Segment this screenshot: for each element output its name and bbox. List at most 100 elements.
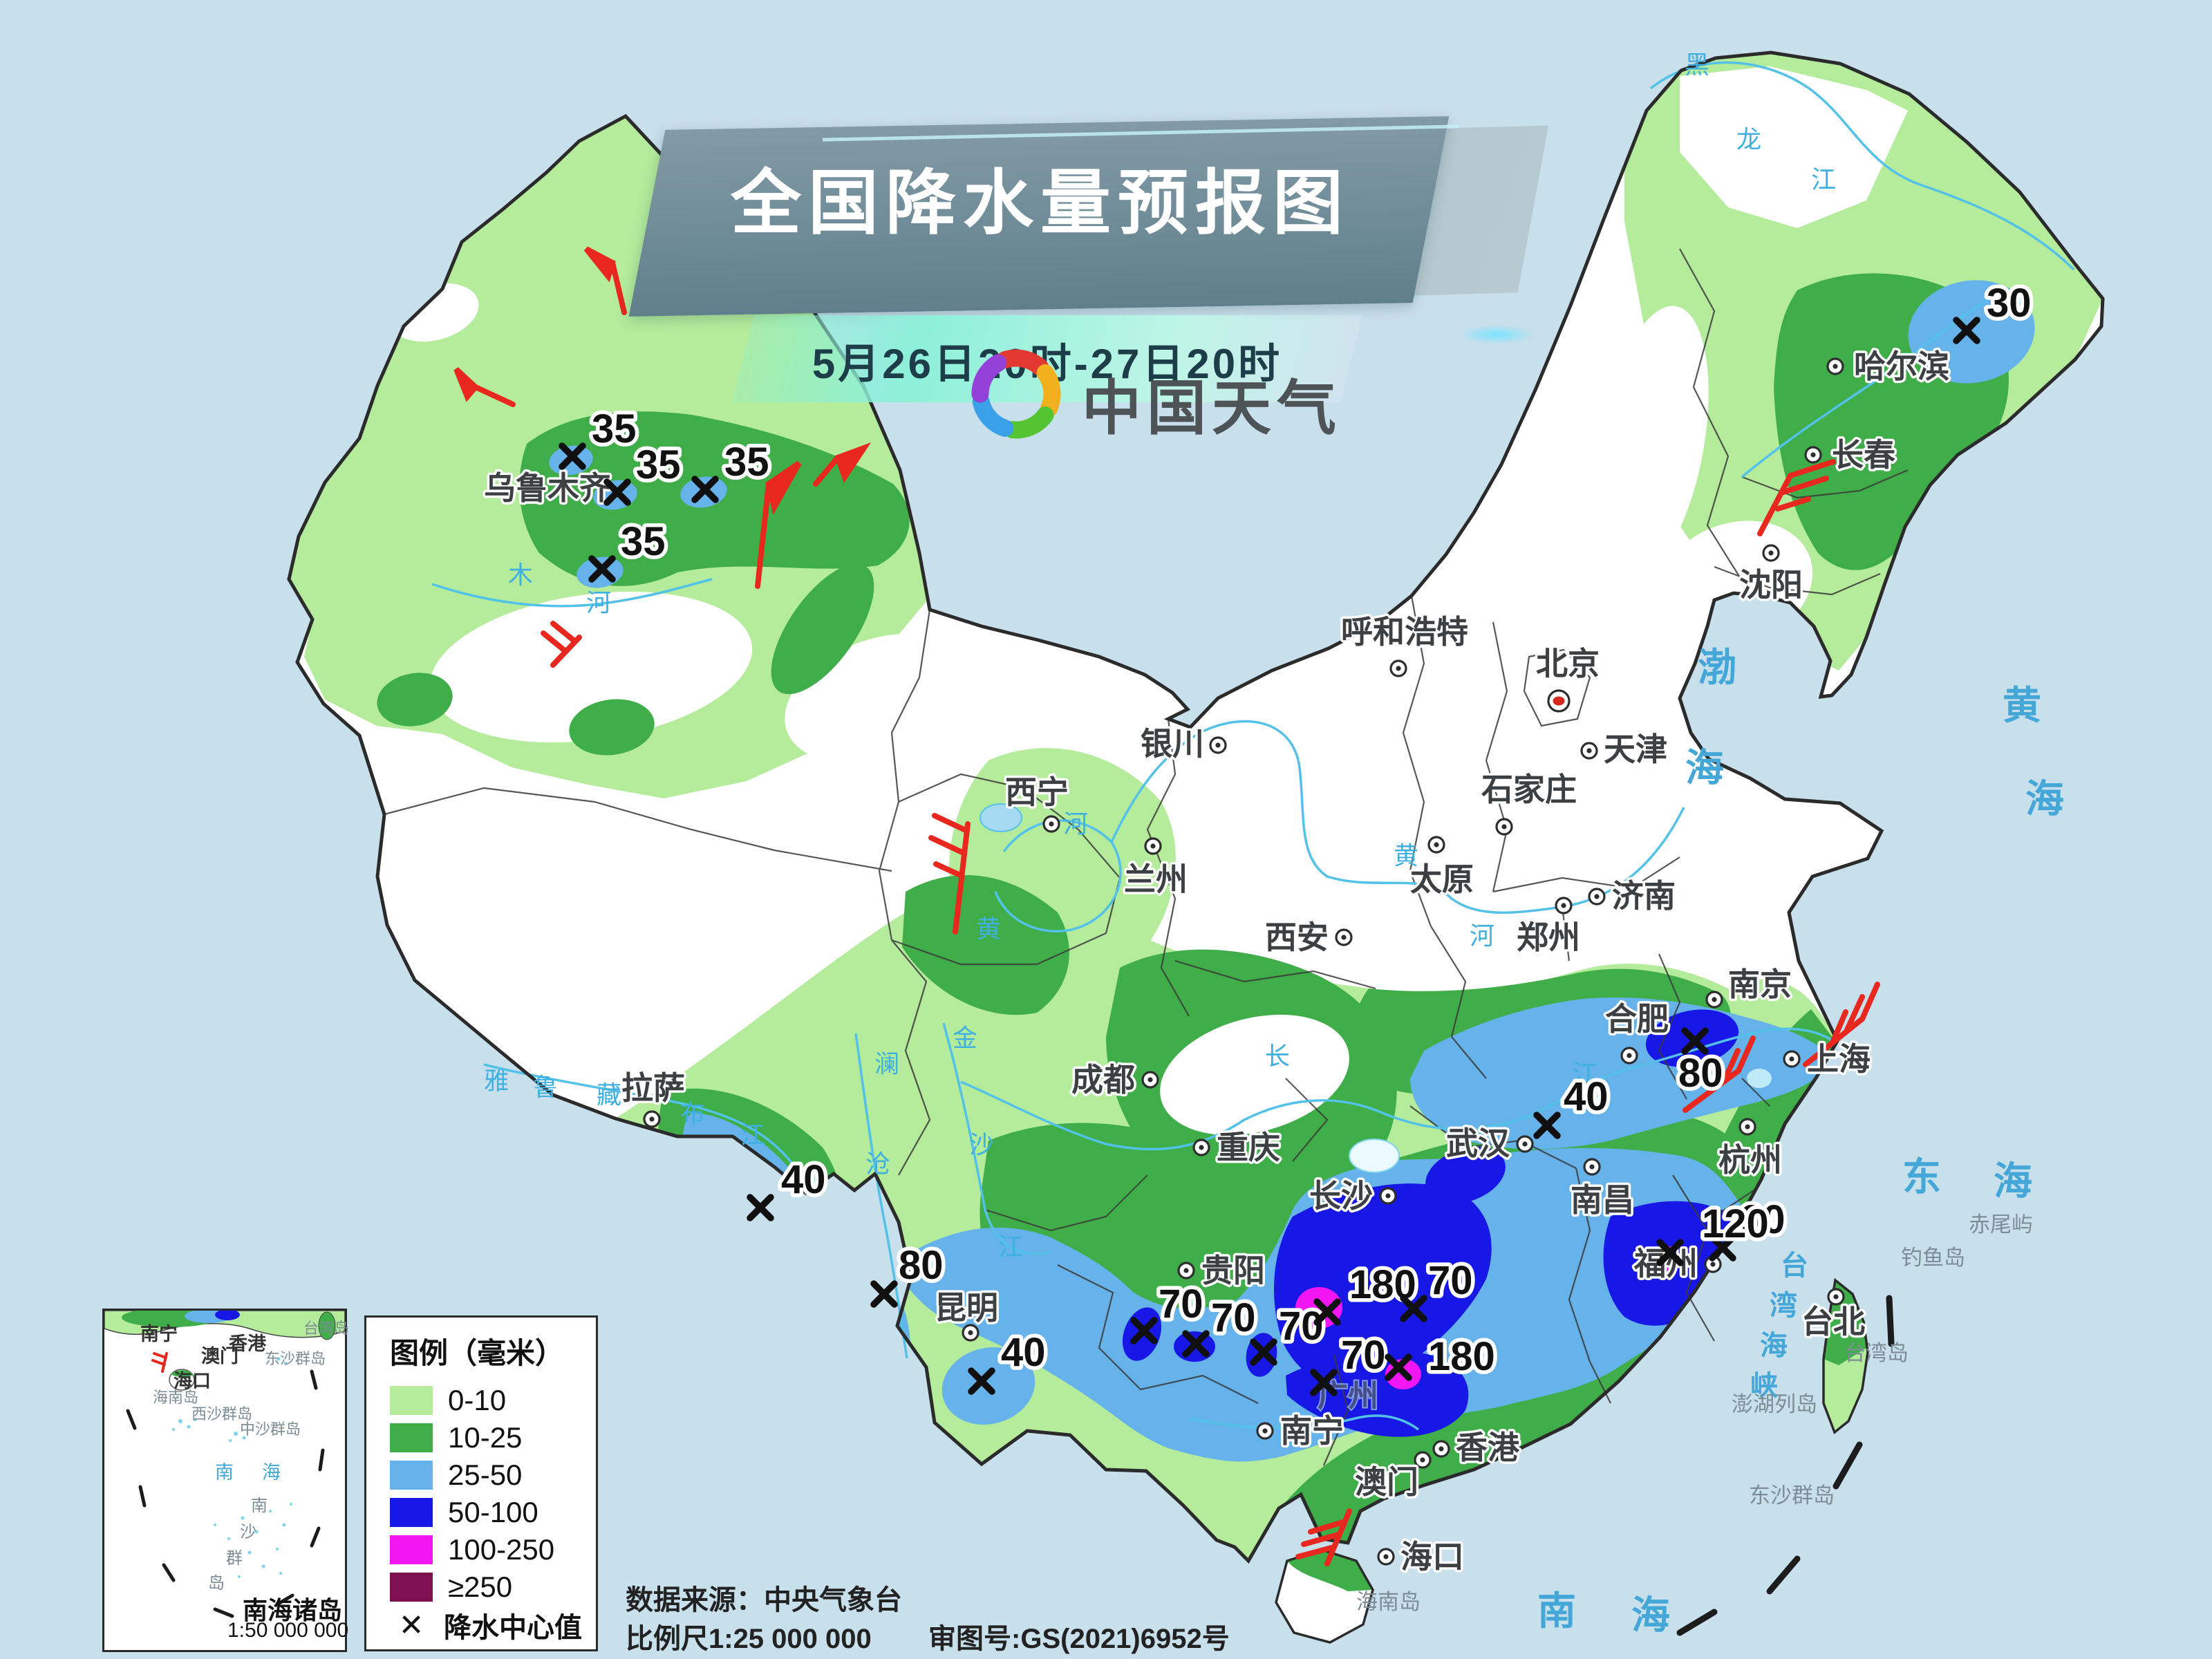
map-label: 澎湖列岛 — [1732, 1392, 1817, 1416]
map-label: 钓鱼岛 — [1901, 1246, 1965, 1270]
map-label: 河 — [1470, 921, 1494, 950]
city-北京: 北京 — [1534, 644, 1602, 713]
city-dot — [1789, 1056, 1794, 1062]
map-text-labels: 渤海黄海东 海南 海台湾海峡黑龙江黄河黄河长江雅鲁藏布江澜沧金沙江木河钓鱼岛赤尾屿澎… — [484, 50, 2064, 1637]
city-台北: 台北 — [1799, 1288, 1868, 1342]
city-贵阳: 贵阳 — [1177, 1250, 1268, 1291]
city-name: 呼和浩特 — [1341, 614, 1468, 650]
legend-range: ≥250 — [448, 1571, 513, 1603]
city-dot — [968, 1330, 973, 1335]
city-太原: 太原 — [1408, 836, 1477, 900]
city-name: 上海 — [1807, 1041, 1871, 1077]
city-name: 南京 — [1728, 966, 1792, 1002]
x-marker-icon — [559, 442, 586, 470]
precip-value: 90 — [1741, 1197, 1785, 1242]
city-济南: 济南 — [1588, 876, 1678, 917]
legend-range: 0-10 — [448, 1384, 507, 1416]
precip-value: 70 — [1428, 1258, 1473, 1303]
city-dot — [1810, 452, 1816, 458]
map-scale: 比例尺1:25 000 000 — [626, 1624, 872, 1654]
city-name: 长春 — [1832, 437, 1895, 473]
map-label: 峡 — [1750, 1371, 1778, 1401]
precip-value: 70 — [1159, 1282, 1203, 1327]
city-name: 长沙 — [1309, 1178, 1373, 1214]
page-title: 全国降水量预报图 — [731, 164, 1350, 243]
china-weather-logo-icon — [962, 340, 1070, 448]
city-name: 西安 — [1265, 919, 1329, 955]
city-南宁: 南宁 — [1256, 1411, 1347, 1452]
map-label: 东 — [1902, 1155, 1941, 1199]
precip-value: 35 — [636, 442, 681, 487]
map-label: 河 — [1063, 809, 1088, 838]
city-dot — [1341, 935, 1347, 940]
city-name: 济南 — [1612, 878, 1676, 914]
precip-center-35: 35 — [603, 439, 684, 506]
city-西安: 西安 — [1263, 917, 1353, 958]
map-label: 东沙群岛 — [1749, 1483, 1835, 1508]
city-香港: 香港 — [1432, 1427, 1523, 1468]
city-dot — [1383, 1554, 1389, 1559]
city-name: 昆明 — [935, 1290, 998, 1326]
legend-swatch — [390, 1461, 433, 1490]
precip-center-70: 70 — [1250, 1300, 1327, 1366]
legend-item: 0-10 — [390, 1382, 596, 1419]
precip-value: 80 — [899, 1243, 944, 1288]
city-dot — [1049, 821, 1054, 827]
inset-label: 海口 — [174, 1371, 211, 1391]
city-拉萨: 拉萨 — [619, 1068, 688, 1128]
city-dot — [1561, 903, 1566, 908]
city-name: 香港 — [1456, 1430, 1520, 1465]
legend-box: 图例（毫米） 0-10 10-25 25-50 50-100 100-250 ≥… — [364, 1315, 598, 1651]
city-dot — [1768, 550, 1774, 556]
inset-label: 西沙群岛 — [191, 1405, 253, 1423]
map-label: 江 — [740, 1121, 765, 1149]
city-dot — [1215, 742, 1221, 748]
city-name: 石家庄 — [1481, 771, 1577, 807]
map-label: 黄 — [1394, 841, 1418, 870]
x-marker-icon — [1385, 1353, 1412, 1381]
city-dot — [1434, 842, 1439, 847]
x-marker-icon — [1656, 1239, 1684, 1266]
map-scale-line: 比例尺1:25 000 000 审图号:GS(2021)6952号 — [626, 1616, 1230, 1656]
x-marker-icon — [603, 478, 631, 506]
legend-swatch — [390, 1498, 433, 1527]
map-label: 海 — [1685, 746, 1724, 789]
city-name: 天津 — [1604, 731, 1667, 767]
wind-barb-icon — [1295, 1508, 1352, 1566]
map-label: 海南岛 — [1356, 1590, 1421, 1614]
city-name: 沈阳 — [1739, 567, 1803, 603]
map-label: 海 — [2025, 777, 2064, 821]
map-label: 海 — [1760, 1331, 1788, 1361]
x-marker-icon — [1310, 1369, 1338, 1396]
x-marker-icon — [691, 476, 719, 503]
legend-range: 25-50 — [448, 1459, 523, 1491]
wind-barb-icon — [541, 621, 582, 668]
x-marker-icon — [968, 1367, 995, 1395]
precip-center-35: 35 — [588, 516, 669, 583]
inset-label: 南 — [251, 1497, 268, 1515]
precip-value: 35 — [592, 406, 637, 451]
city-武汉: 武汉 — [1444, 1123, 1534, 1164]
x-marker-icon — [1250, 1338, 1277, 1366]
precip-center-35: 35 — [691, 436, 773, 503]
city-name: 乌鲁木齐 — [484, 470, 611, 506]
x-marker-icon — [1953, 317, 1980, 344]
wind-barb-icon — [453, 367, 516, 407]
south-china-sea-inset: 南海诸岛 1:50 000 000 南宁 香港 澳门 台湾岛 东沙群岛 海口 海南岛 西沙群岛… — [102, 1309, 349, 1652]
city-name: 海口 — [1400, 1539, 1464, 1575]
precip-center-80: 80 — [1675, 1027, 1727, 1100]
city-dot — [1586, 748, 1592, 753]
inset-label: 中沙群岛 — [240, 1421, 301, 1438]
precip-value: 40 — [1001, 1330, 1046, 1375]
precip-value: 35 — [724, 440, 769, 485]
city-长春: 长春 — [1804, 435, 1898, 476]
city-银川: 银川 — [1138, 724, 1227, 765]
city-name: 太原 — [1410, 861, 1474, 897]
legend-swatch — [390, 1423, 433, 1452]
map-label: 河 — [586, 588, 611, 617]
legend-swatch — [390, 1386, 433, 1415]
map-label: 雅 — [484, 1067, 509, 1095]
wind-barb-icon — [755, 460, 802, 589]
inset-scale: 1:50 000 000 — [227, 1619, 349, 1642]
legend-range: 10-25 — [448, 1421, 523, 1454]
